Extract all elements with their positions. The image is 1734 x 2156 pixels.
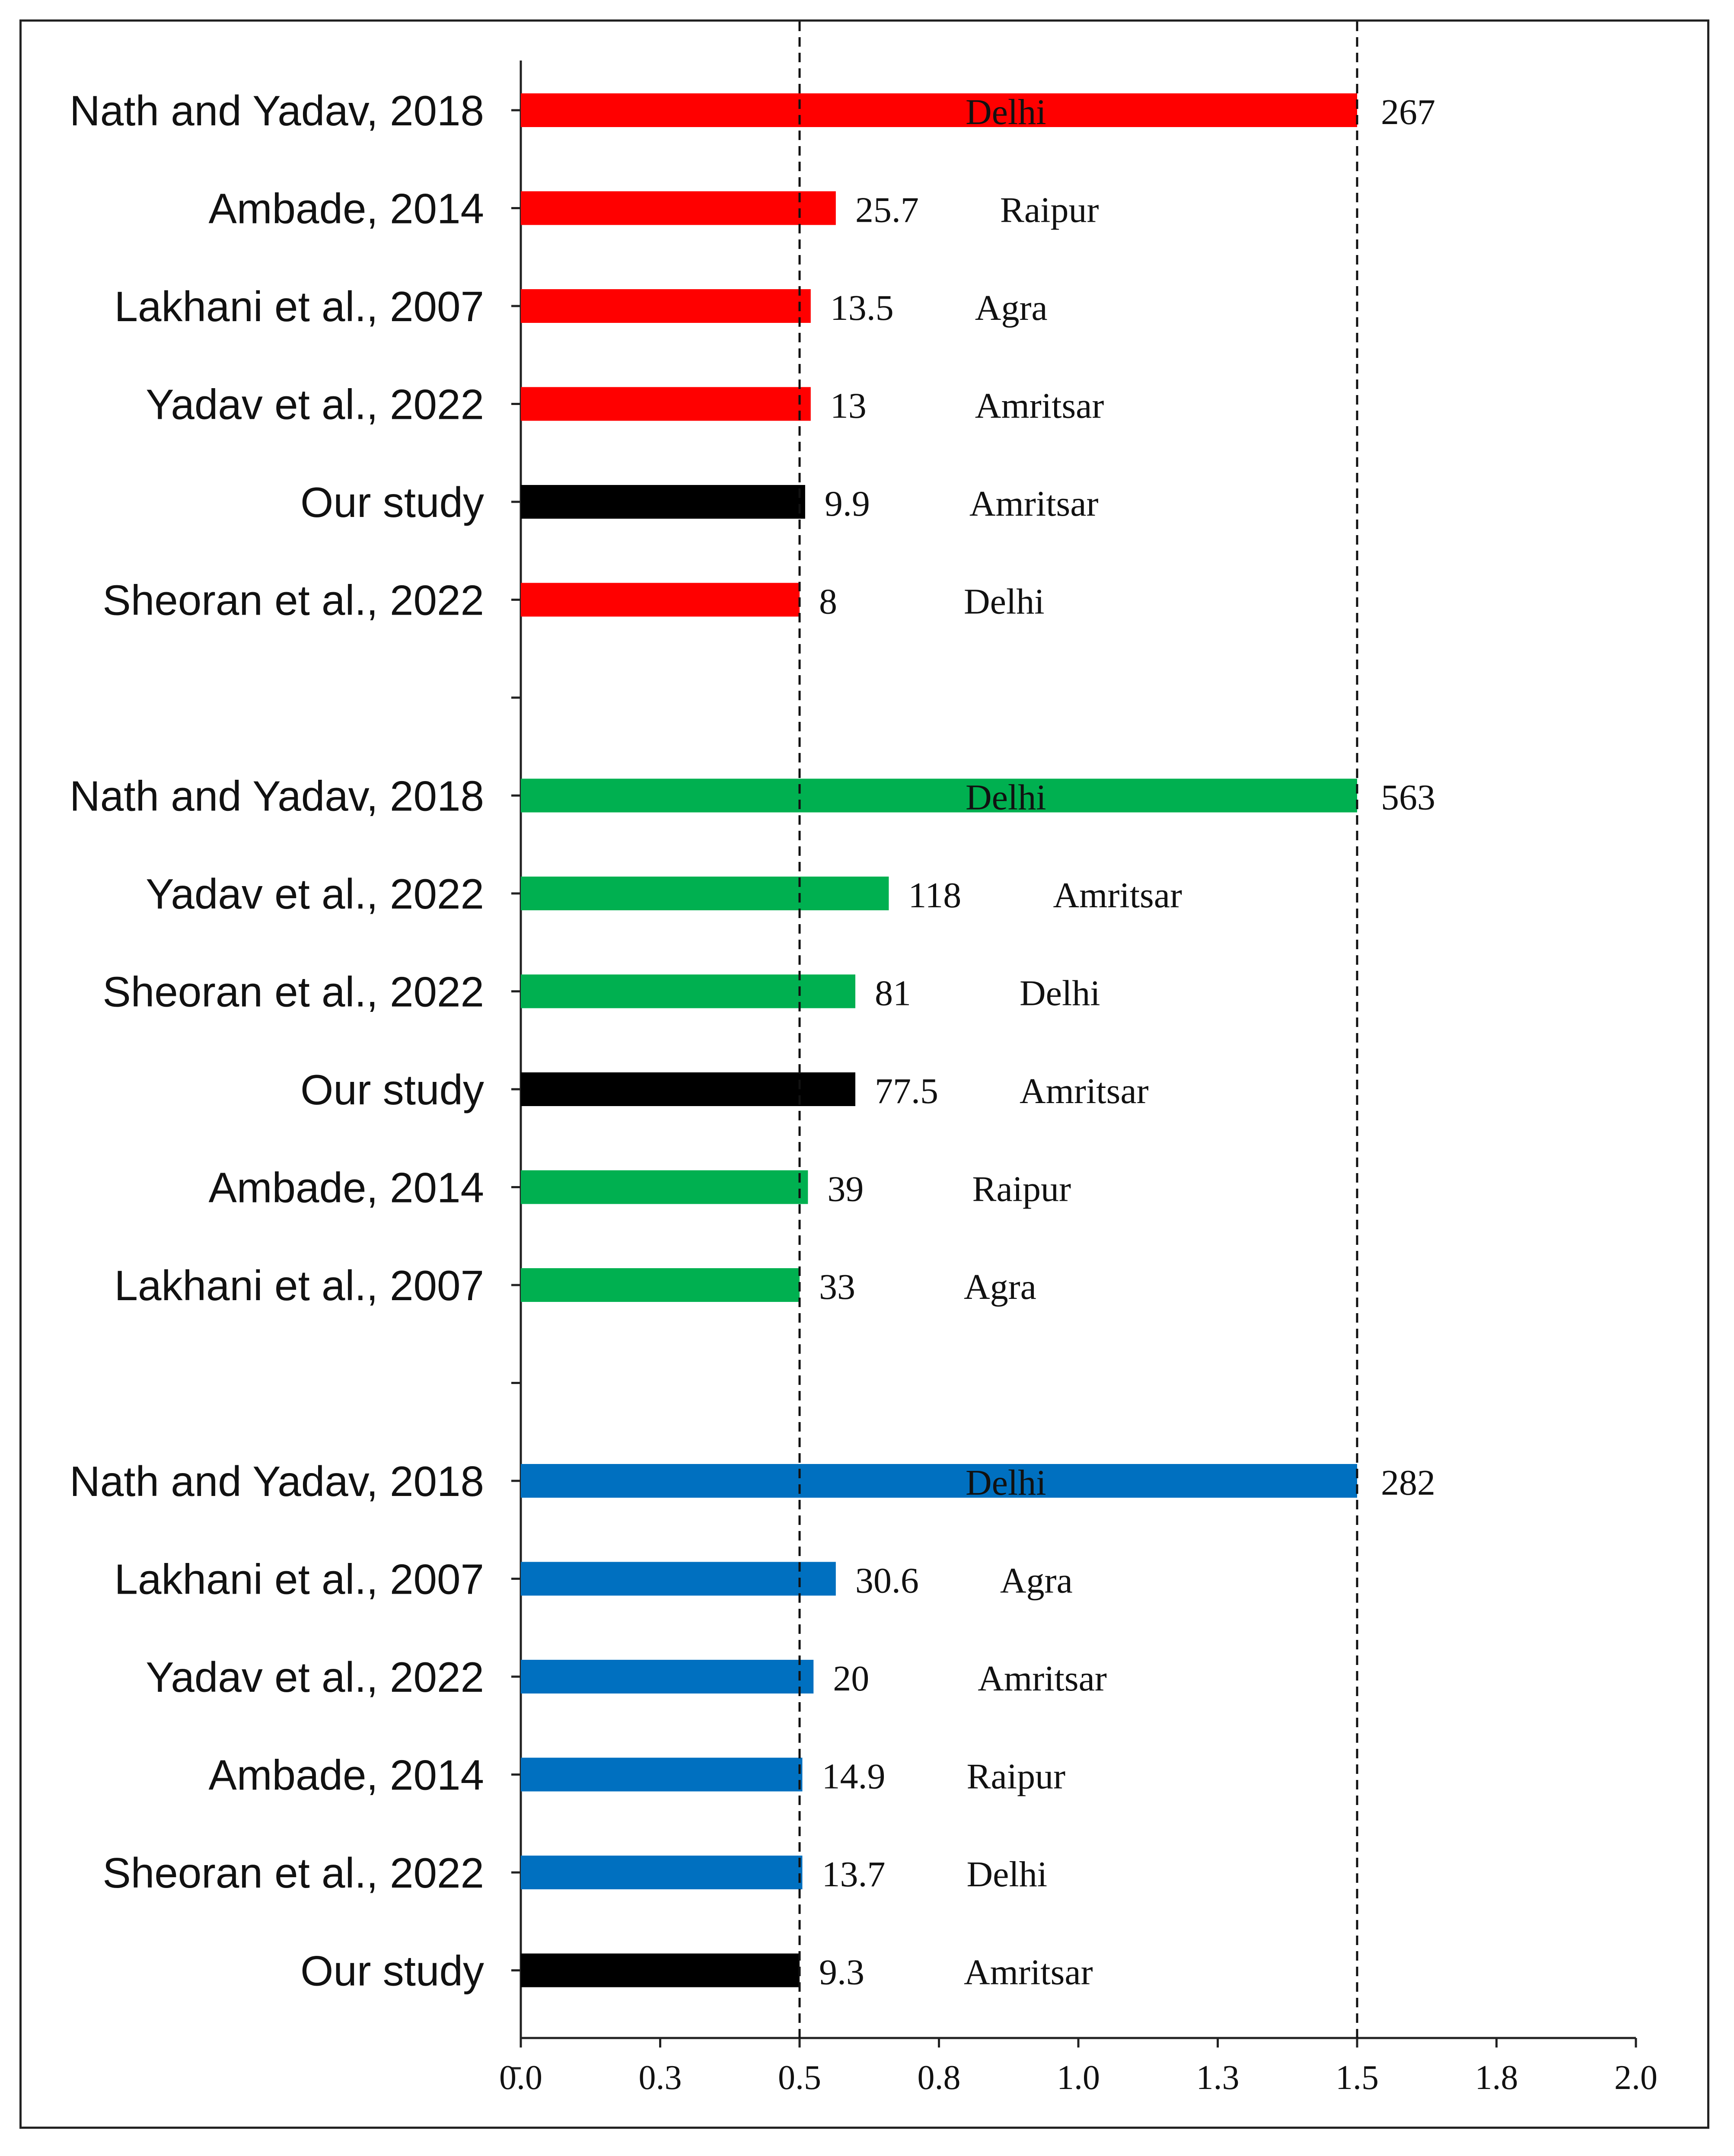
y-category-label: Sheoran et al., 2022: [102, 1849, 484, 1897]
x-tick-label: 1.0: [1057, 2059, 1100, 2097]
y-category-label: Lakhani et al., 2007: [115, 1556, 484, 1603]
y-category-label: Yadav et al., 2022: [146, 1653, 484, 1701]
city-label: Raipur: [972, 1169, 1071, 1209]
data-label: 77.5: [875, 1071, 938, 1111]
bar: [521, 191, 836, 225]
y-category-label: Yadav et al., 2022: [146, 381, 484, 428]
bar: [521, 289, 811, 323]
data-label: 118: [908, 875, 961, 915]
city-label: Agra: [1000, 1561, 1073, 1601]
city-label: Amritsar: [964, 1952, 1093, 1993]
city-label: Agra: [975, 288, 1048, 328]
y-category-label: Sheoran et al., 2022: [102, 577, 484, 624]
chart-frame: 0.0 0.3 0.5 0.8 1.0 1.3 1.5 1.8 2.0 Nath and Yada…: [19, 19, 1709, 2129]
y-category-label: Nath and Yadav, 2018: [70, 772, 484, 820]
bar: [521, 1562, 836, 1596]
y-category-label: Nath and Yadav, 2018: [70, 1458, 484, 1505]
x-tick-label: 0.8: [918, 2059, 961, 2097]
bar: [521, 1660, 814, 1694]
y-category-label: Nath and Yadav, 2018: [70, 87, 484, 134]
city-label: Raipur: [966, 1757, 1065, 1797]
data-label: 8: [819, 582, 837, 622]
x-tick-label: 0.5: [778, 2059, 821, 2097]
bar: [521, 583, 800, 617]
x-tick-label: 1.8: [1475, 2059, 1518, 2097]
city-label: Delhi: [966, 778, 1046, 818]
bar: [521, 1464, 1357, 1498]
data-label: 563: [1381, 778, 1435, 818]
bar: [521, 1856, 803, 1889]
city-label: Delhi: [966, 1854, 1047, 1894]
bar: [521, 485, 805, 519]
y-category-label: Ambade, 2014: [209, 1164, 484, 1212]
city-label: Delhi: [1020, 973, 1100, 1014]
y-category-label: Our study: [300, 1947, 484, 1995]
bar: [521, 974, 855, 1008]
data-label: 267: [1381, 92, 1435, 132]
data-label: 13.7: [822, 1854, 885, 1894]
city-label: Amritsar: [1053, 875, 1182, 915]
city-label: Amritsar: [975, 386, 1104, 426]
bar-chart: 0.0 0.3 0.5 0.8 1.0 1.3 1.5 1.8 2.0 Nath and Yada…: [70, 22, 1658, 2097]
y-category-label: Lakhani et al., 2007: [115, 283, 484, 330]
city-label: Amritsar: [1020, 1071, 1149, 1111]
y-category-label: Lakhani et al., 2007: [115, 1262, 484, 1309]
bar: [521, 387, 811, 421]
bar: [521, 93, 1357, 127]
data-label: 13.5: [830, 288, 894, 328]
city-label: Delhi: [964, 582, 1045, 622]
bar: [521, 877, 889, 910]
city-label: Amritsar: [978, 1658, 1107, 1699]
bar: [521, 1268, 800, 1302]
bar: [521, 1170, 808, 1204]
y-category-label: Yadav et al., 2022: [146, 870, 484, 918]
x-tick-label: 2.0: [1614, 2059, 1658, 2097]
bar: [521, 778, 1357, 813]
y-category-label: Sheoran et al., 2022: [102, 968, 484, 1016]
data-label: 14.9: [822, 1757, 885, 1797]
data-label: 33: [819, 1267, 855, 1307]
bar: [521, 1757, 803, 1792]
x-tick-label: 0.0: [499, 2059, 542, 2097]
x-tick-label: 0.3: [639, 2059, 682, 2097]
data-label: 9.9: [825, 484, 870, 524]
city-label: Raipur: [1000, 190, 1099, 230]
data-label: 20: [833, 1658, 869, 1699]
city-label: Delhi: [966, 92, 1046, 132]
city-label: Amritsar: [969, 484, 1099, 524]
bar: [521, 1072, 855, 1106]
city-label: Delhi: [966, 1463, 1046, 1503]
data-label: 282: [1381, 1463, 1435, 1503]
data-label: 25.7: [855, 190, 919, 230]
y-category-label: Our study: [300, 478, 484, 526]
city-label: Agra: [964, 1267, 1036, 1307]
data-label: 13: [830, 386, 867, 426]
data-label: 39: [827, 1169, 864, 1209]
x-tick-label: 1.3: [1196, 2059, 1240, 2097]
bar: [521, 1953, 800, 1987]
data-label: 9.3: [819, 1952, 864, 1993]
y-category-label: Ambade, 2014: [209, 1751, 484, 1799]
y-category-label: Our study: [300, 1066, 484, 1113]
y-category-label: Ambade, 2014: [209, 185, 484, 233]
data-label: 81: [875, 973, 911, 1014]
data-label: 30.6: [855, 1561, 919, 1601]
x-tick-label: 1.5: [1336, 2059, 1379, 2097]
